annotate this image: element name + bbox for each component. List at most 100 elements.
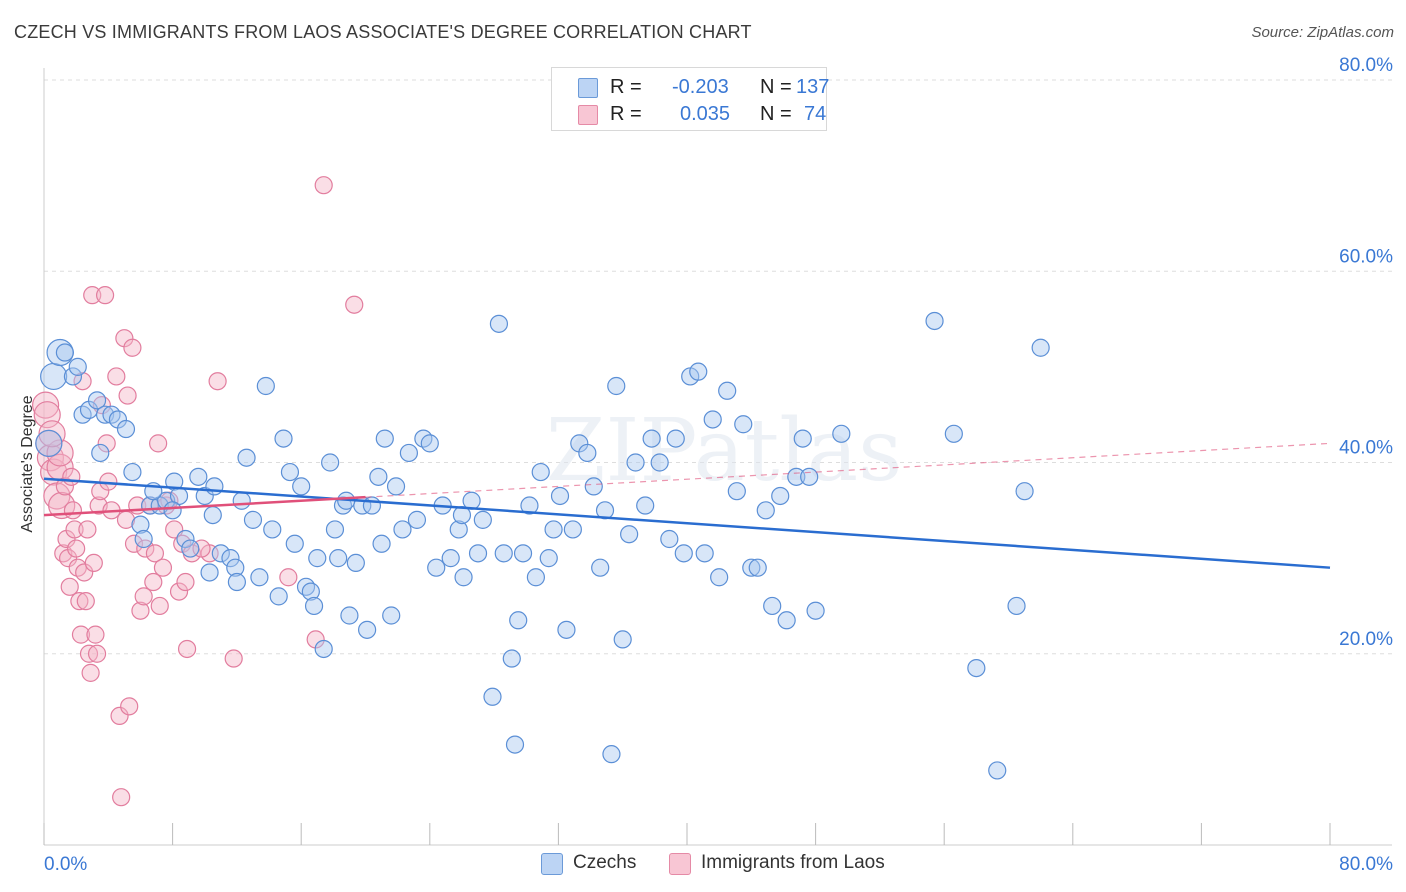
czechs-point	[314, 639, 333, 659]
czechs-point	[340, 606, 359, 625]
bottom-legend-label-czechs: Czechs	[573, 852, 637, 873]
legend-n-label: N =	[760, 103, 792, 125]
czechs-point	[87, 391, 107, 410]
czechs-point	[650, 453, 669, 472]
czechs-point	[703, 410, 722, 429]
czechs-point	[674, 544, 693, 563]
czechs-point	[200, 563, 219, 582]
czechs-point	[539, 549, 558, 568]
chart-source: Source: ZipAtlas.com	[1251, 24, 1394, 41]
czechs-point	[285, 534, 304, 553]
czechs-point	[602, 745, 621, 764]
czechs-point	[787, 467, 806, 486]
czechs-point	[211, 544, 230, 563]
czechs-point	[449, 520, 468, 539]
trend-line-czechs	[43, 477, 1331, 569]
czechs-point	[369, 467, 388, 486]
laos-point	[153, 558, 173, 577]
czechs-point	[718, 381, 737, 400]
czechs-point	[301, 582, 320, 601]
laos-point	[345, 295, 364, 314]
laos-point	[118, 386, 137, 405]
correlation-legend: R = -0.203 N = 137 R = 0.035 N = 74	[551, 67, 830, 131]
czechs-point	[221, 549, 240, 568]
czechs-point	[358, 620, 377, 639]
czechs-point	[176, 529, 195, 549]
czechs-point	[531, 462, 550, 482]
bottom-legend-swatch-laos	[669, 853, 691, 875]
laos-point	[176, 572, 195, 592]
czechs-point	[642, 429, 661, 448]
laos-point	[124, 534, 144, 553]
czechs-point	[321, 453, 340, 472]
axes	[43, 68, 1392, 846]
tick-labels: 20.0% 40.0% 60.0% 80.0% 0.0% 80.0%	[44, 55, 1393, 875]
legend-swatch-laos	[578, 105, 598, 125]
czechs-point	[777, 611, 796, 630]
laos-point	[55, 477, 74, 496]
czechs-point	[91, 443, 110, 463]
laos-point	[62, 467, 81, 486]
laos-point	[86, 625, 105, 644]
bottom-legend-label-laos: Immigrants from Laos	[701, 852, 885, 873]
czechs-point	[407, 510, 427, 529]
czechs-point	[988, 761, 1007, 780]
laos-point	[67, 539, 86, 558]
czechs-point	[489, 314, 509, 333]
czechs-point	[362, 496, 382, 515]
czechs-point	[742, 558, 761, 577]
czechs-point	[748, 558, 767, 577]
czechs-point	[1031, 338, 1050, 357]
x-tick-label: 80.0%	[1339, 854, 1393, 875]
laos-point	[78, 520, 97, 539]
laos-point	[73, 372, 92, 391]
y-tick-label: 20.0%	[1339, 629, 1393, 650]
laos-point	[120, 697, 139, 716]
czechs-point	[557, 620, 576, 639]
laos-point	[208, 372, 227, 391]
czechs-point	[427, 558, 446, 577]
legend-r-label: R =	[610, 103, 642, 125]
czechs-point	[386, 477, 406, 496]
legend-r-label: R =	[610, 76, 642, 98]
czechs-point	[263, 520, 282, 539]
czechs-point	[513, 544, 533, 563]
laos-point	[60, 577, 79, 596]
czechs-point	[578, 443, 597, 463]
czechs-point	[502, 649, 521, 668]
laos-point	[83, 286, 102, 305]
czechs-point	[131, 515, 150, 534]
czechs-point	[710, 568, 729, 587]
czechs-point	[399, 443, 419, 463]
laos-point	[70, 592, 89, 611]
laos-point	[144, 572, 163, 592]
czechs-point	[806, 601, 825, 620]
legend-n-value-laos: 74	[804, 103, 827, 125]
czechs-point	[967, 658, 986, 678]
czechs-point	[292, 477, 311, 496]
laos-point	[177, 639, 197, 659]
laos-point	[76, 592, 95, 611]
czechs-point	[563, 520, 582, 539]
czechs-point	[163, 501, 182, 520]
y-tick-label: 40.0%	[1339, 438, 1393, 459]
czechs-point	[550, 486, 570, 506]
laos-point	[123, 338, 142, 357]
czechs-point	[925, 311, 944, 331]
czechs-point	[526, 568, 545, 587]
legend-n-value-czechs: 137	[796, 76, 830, 98]
czechs-point	[325, 520, 345, 539]
czechs-point	[689, 362, 708, 381]
czechs-point	[944, 424, 963, 443]
czechs-point	[626, 453, 645, 472]
laos-point	[169, 582, 189, 601]
czechs-point	[393, 520, 412, 539]
laos-point	[107, 367, 126, 386]
czechs-point	[232, 491, 251, 510]
czechs-point	[63, 367, 83, 386]
laos-point	[131, 601, 150, 620]
czechs-point	[454, 568, 473, 587]
czechs-point	[666, 429, 685, 448]
legend-r-value-czechs: -0.203	[672, 76, 729, 98]
laos-point	[112, 788, 131, 807]
